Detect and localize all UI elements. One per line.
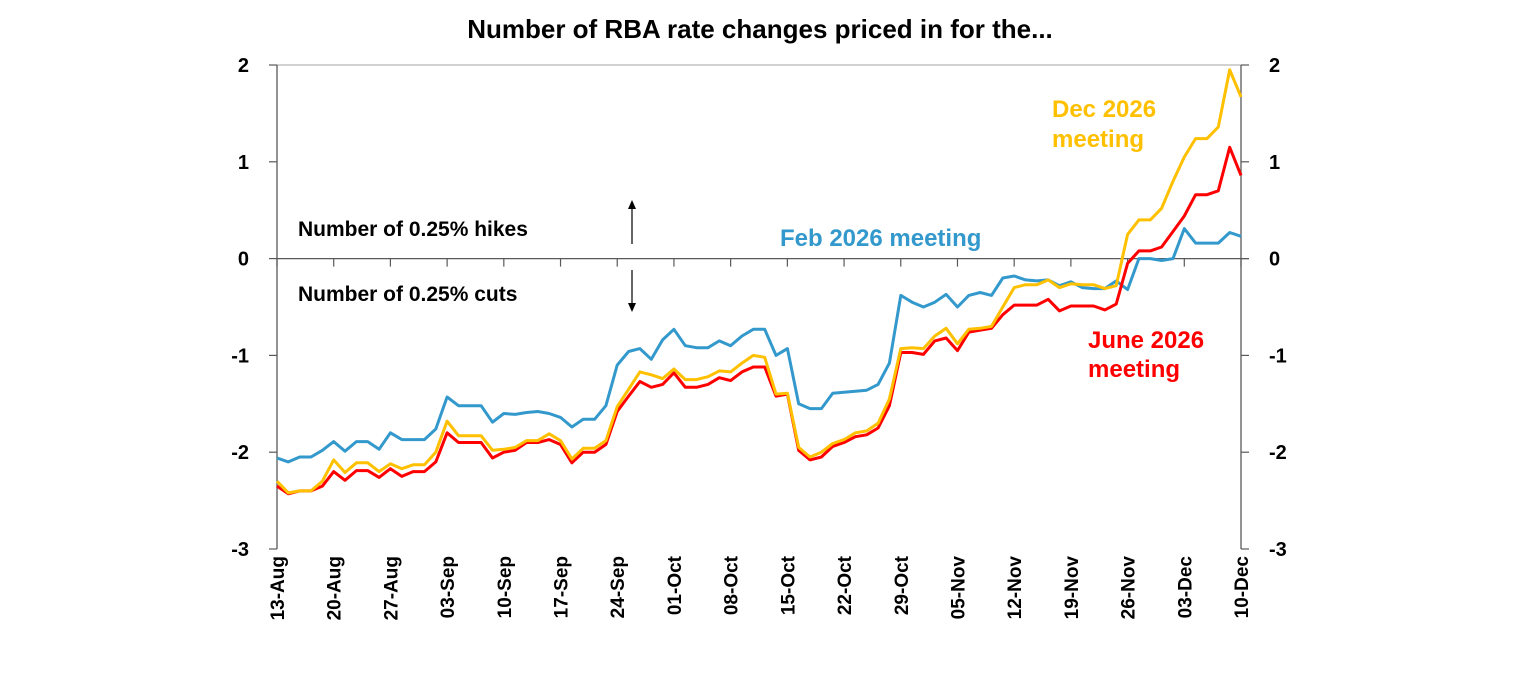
x-tick-label: 13-Aug — [268, 556, 289, 620]
series-line-feb-2026-meeting — [276, 227, 1242, 464]
x-tick-label: 05-Nov — [948, 556, 969, 620]
left-y-tick-label: -3 — [231, 539, 249, 561]
series-line-dec-2026-meeting — [275, 68, 1243, 495]
left-y-tick-label: -1 — [231, 345, 249, 367]
left-y-tick-label: -2 — [231, 442, 249, 464]
x-tick-label: 01-Oct — [665, 555, 686, 615]
right-y-tick-label: 1 — [1269, 152, 1280, 174]
hikes-annotation: Number of 0.25% hikes — [298, 218, 528, 241]
x-tick-label: 10-Sep — [495, 556, 516, 618]
x-tick-label: 22-Oct — [835, 555, 856, 615]
down-arrow-icon — [628, 270, 636, 312]
x-tick-label: 10-Dec — [1232, 556, 1253, 619]
left-y-tick-label: 1 — [238, 152, 249, 174]
x-tick-label: 26-Nov — [1119, 556, 1140, 620]
x-tick-label: 17-Sep — [552, 556, 573, 618]
right-y-tick-label: -2 — [1269, 442, 1287, 464]
series-lines — [275, 68, 1243, 496]
right-y-tick-label: 0 — [1269, 249, 1280, 271]
left-y-tick-label: 2 — [238, 55, 249, 77]
up-arrow-icon — [628, 200, 636, 244]
x-tick-label: 19-Nov — [1062, 556, 1083, 620]
x-tick-label: 27-Aug — [381, 556, 402, 620]
axes: 2 2 1 1 0 0 -1 -1 -2 -2 -3 -3 — [231, 55, 1287, 561]
chart-title: Number of RBA rate changes priced in for… — [467, 14, 1053, 44]
x-tick-label: 29-Oct — [892, 555, 913, 615]
series-line-june-2026-meeting — [276, 145, 1243, 496]
x-tick-label: 24-Sep — [608, 556, 629, 618]
left-y-tick-label: 0 — [238, 249, 249, 271]
feb-series-label: Feb 2026 meeting — [780, 225, 981, 252]
dec-series-label-line2: meeting — [1052, 126, 1144, 153]
dec-series-label-line1: Dec 2026 — [1052, 96, 1156, 123]
x-tick-label: 12-Nov — [1005, 556, 1026, 620]
right-y-tick-label: -3 — [1269, 539, 1287, 561]
right-y-tick-label: 2 — [1269, 55, 1280, 77]
x-tick-label: 15-Oct — [778, 555, 799, 615]
x-tick-label: 08-Oct — [722, 555, 743, 615]
x-tick-labels: 13-Aug 20-Aug 27-Aug 03-Sep 10-Sep 17-Sep 24-S… — [268, 555, 1253, 620]
right-y-tick-label: -1 — [1269, 345, 1287, 367]
x-tick-label: 20-Aug — [325, 556, 346, 620]
x-tick-label: 03-Sep — [438, 556, 459, 618]
cuts-annotation: Number of 0.25% cuts — [298, 283, 517, 306]
june-series-label-line1: June 2026 — [1088, 327, 1204, 354]
june-series-label-line2: meeting — [1088, 356, 1180, 383]
x-tick-label: 03-Dec — [1175, 556, 1196, 619]
